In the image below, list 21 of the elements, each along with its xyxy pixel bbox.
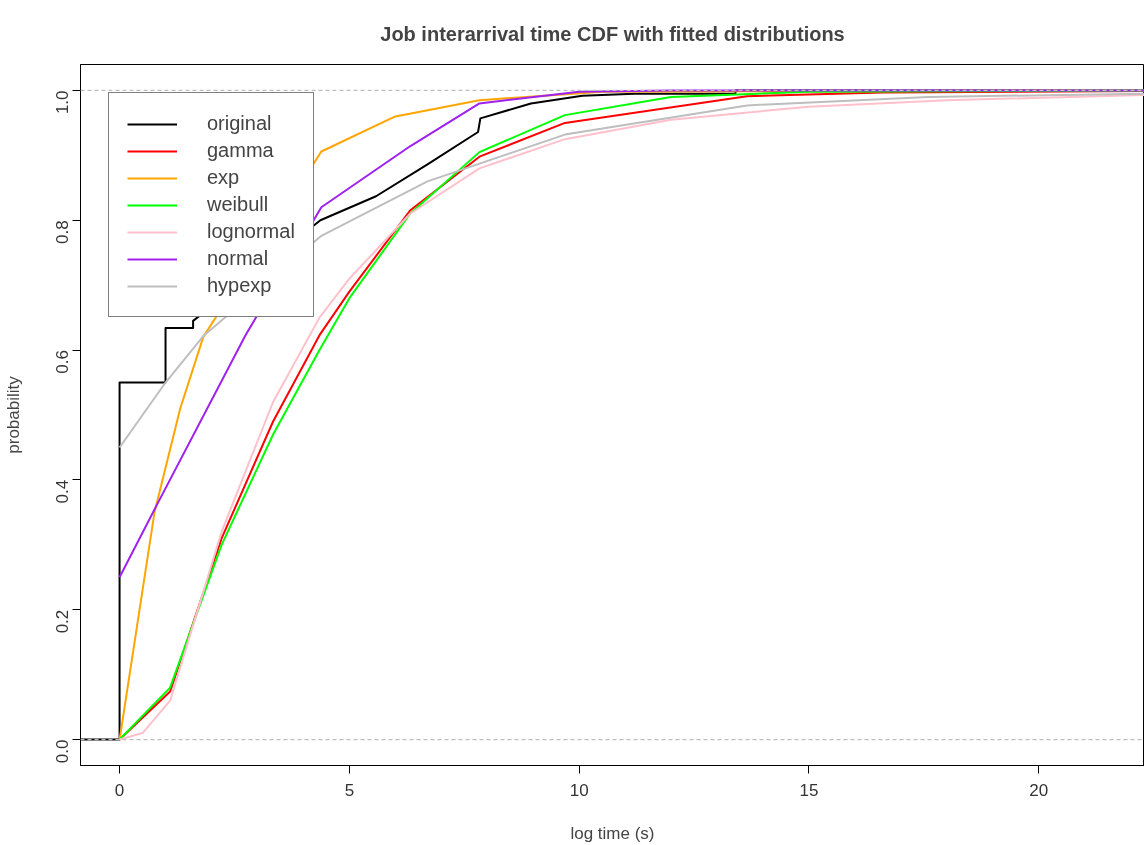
legend-label: gamma [207,138,274,163]
x-tick-label: 0 [114,780,125,800]
y-tick-label: 0.6 [53,350,73,374]
y-tick-label: 0.4 [53,479,73,504]
x-tick-label: 20 [1029,780,1049,800]
chart-title: Job interarrival time CDF with fitted distributions [380,22,845,45]
legend-label: hypexp [207,273,272,298]
x-tick-label: 10 [569,780,589,800]
legend-label: original [207,111,272,136]
y-tick-label: 0.2 [53,609,73,634]
x-tick-label: 5 [344,780,355,800]
legend-label: normal [207,246,269,271]
legend-label: weibull [207,192,269,217]
x-axis-title: log time (s) [570,823,655,843]
y-tick-label: 0.0 [53,739,73,764]
legend-label: lognormal [207,219,295,244]
legend-label: exp [207,165,240,190]
y-tick-label: 0.8 [53,220,73,244]
x-tick-label: 15 [799,780,819,800]
y-tick-label: 1.0 [53,90,73,115]
y-axis-title: probability [3,375,23,454]
